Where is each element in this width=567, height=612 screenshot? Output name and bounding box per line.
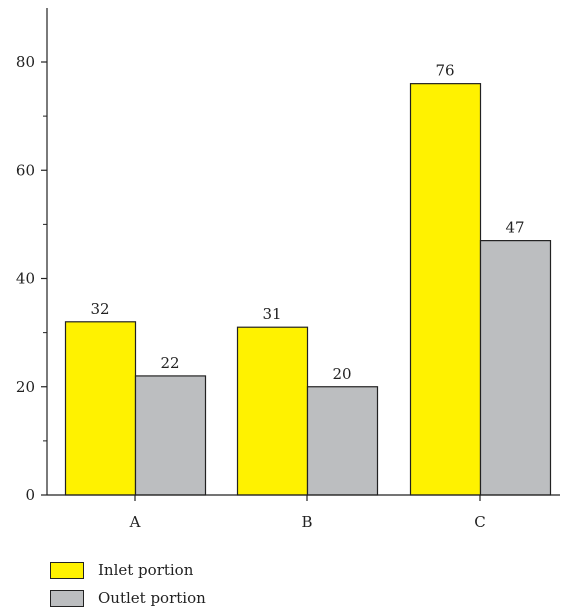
data-label-outlet-b: 20 [332, 365, 351, 383]
chart-legend: Inlet portion Outlet portion [50, 556, 206, 612]
labels-layer: 32 31 76 22 20 47 0 20 40 60 80 A B C [16, 53, 525, 531]
axes-layer [41, 8, 560, 501]
x-tick-label-b: B [301, 513, 312, 531]
legend-item-inlet: Inlet portion [50, 556, 206, 584]
y-tick-label: 20 [16, 378, 35, 396]
data-label-inlet-c: 76 [435, 62, 454, 80]
data-label-inlet-a: 32 [90, 300, 109, 318]
bar-outlet-a [134, 375, 207, 496]
x-tick-label-c: C [474, 513, 485, 531]
data-label-outlet-a: 22 [160, 354, 179, 372]
bars-layer [64, 83, 552, 496]
legend-swatch-outlet [50, 589, 84, 607]
y-tick-label: 80 [16, 53, 35, 71]
y-tick-label: 40 [16, 270, 35, 288]
bar-inlet-c [409, 83, 482, 496]
y-tick-label: 60 [16, 161, 35, 179]
legend-label-inlet: Inlet portion [98, 561, 194, 579]
bar-inlet-b [236, 326, 309, 496]
legend-swatch-inlet [50, 561, 84, 579]
data-label-outlet-c: 47 [505, 219, 524, 237]
bar-outlet-b [306, 386, 379, 496]
x-tick-label-a: A [129, 513, 141, 531]
bar-inlet-a [64, 321, 137, 496]
data-label-inlet-b: 31 [262, 305, 281, 323]
bar-outlet-c [479, 240, 552, 496]
y-tick-label: 0 [25, 486, 35, 504]
legend-label-outlet: Outlet portion [98, 589, 206, 607]
legend-item-outlet: Outlet portion [50, 584, 206, 612]
